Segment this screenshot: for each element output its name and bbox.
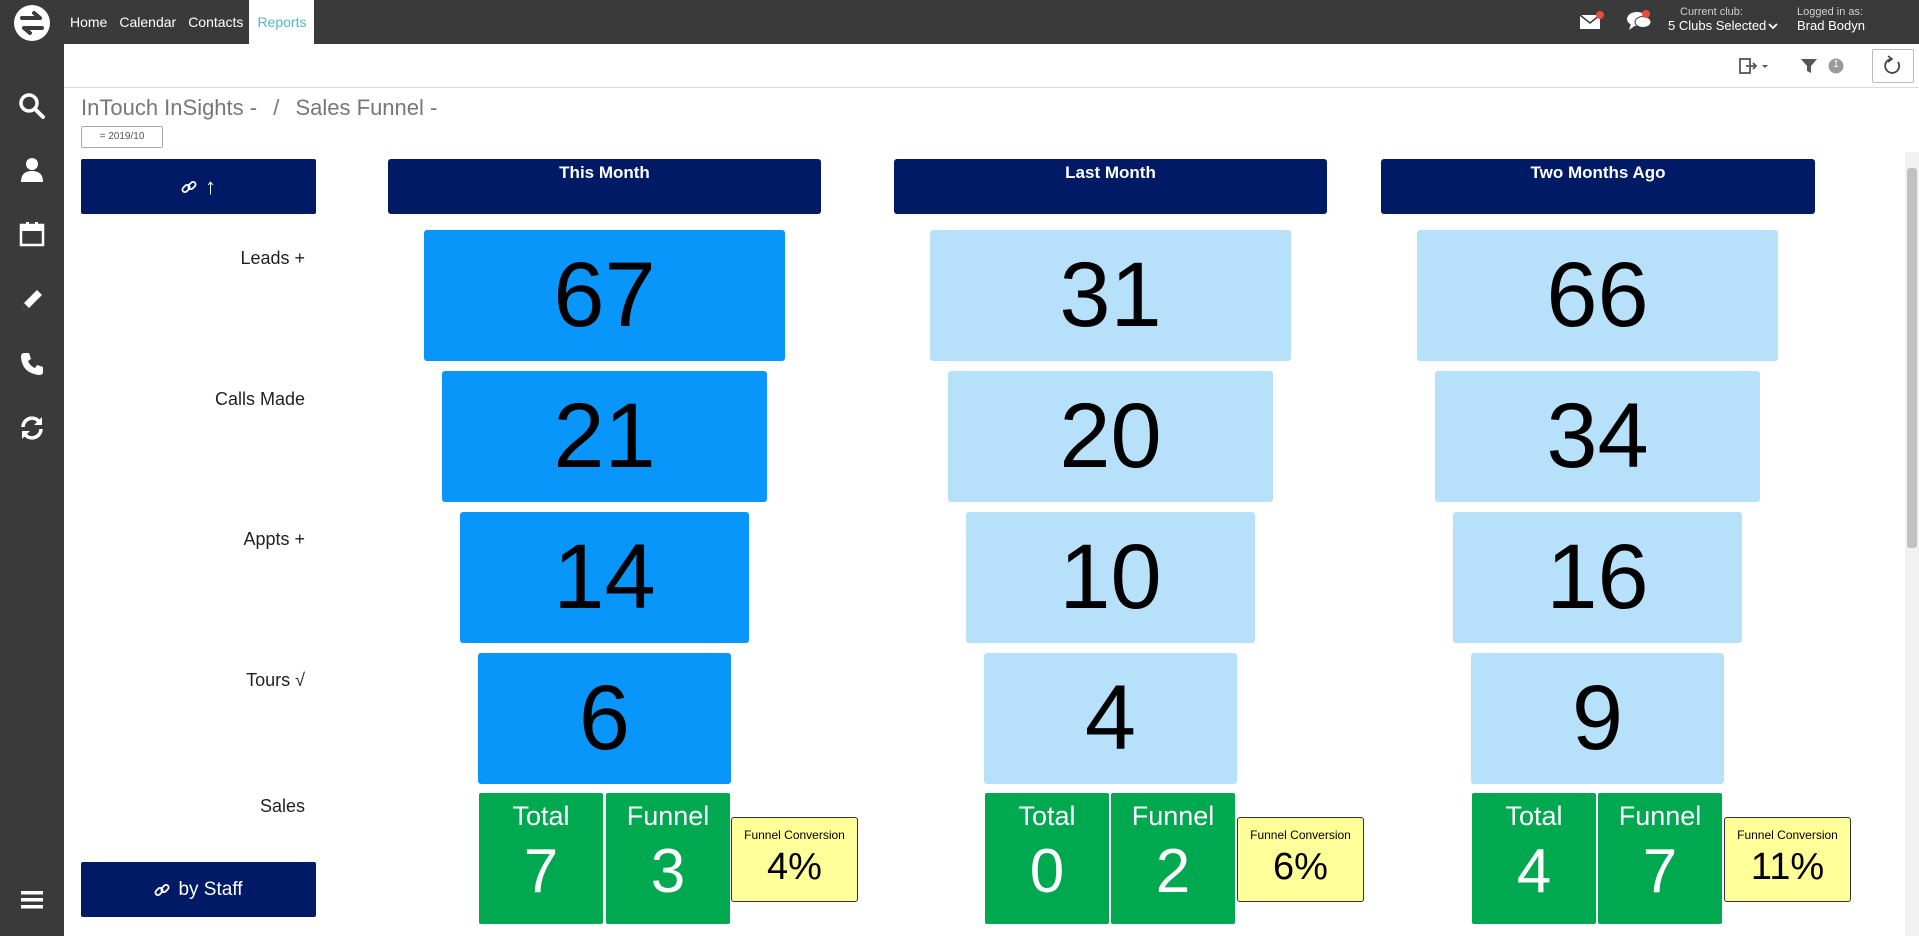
sales-funnel-label: Funnel — [1618, 801, 1702, 831]
breadcrumb-sales-funnel[interactable]: Sales Funnel - — [295, 95, 438, 120]
link-up-arrow: ↑ — [205, 173, 216, 199]
last-month-calls[interactable]: 20 — [948, 371, 1273, 502]
two-months-ago-appts[interactable]: 16 — [1453, 512, 1742, 643]
row-label-appts: Appts + — [243, 529, 305, 549]
this-month-calls[interactable]: 21 — [442, 371, 767, 502]
sales-total-value: 7 — [523, 837, 559, 906]
search-icon[interactable] — [18, 92, 46, 120]
chat-icon[interactable] — [1626, 8, 1654, 32]
menu-icon[interactable] — [18, 886, 46, 914]
nav-calendar[interactable]: Calendar — [119, 14, 177, 30]
refresh-button[interactable] — [1872, 49, 1914, 83]
breadcrumb: InTouch InSights - / Sales Funnel - — [81, 95, 437, 121]
conversion-label: Funnel Conversion — [1250, 828, 1351, 842]
sales-total-value: 4 — [1516, 837, 1552, 906]
row-label-sales: Sales — [259, 796, 305, 816]
pencil-icon[interactable] — [18, 286, 46, 314]
conversion-label: Funnel Conversion — [1737, 828, 1838, 842]
two-months-ago-sales-total[interactable]: Total 4 — [1472, 793, 1596, 924]
column-header-this-month[interactable]: This Month — [388, 159, 821, 214]
link-icon — [154, 883, 170, 896]
nav-contacts[interactable]: Contacts — [188, 14, 244, 30]
two-months-ago-leads[interactable]: 66 — [1417, 230, 1778, 361]
two-months-ago-funnel-conversion: Funnel Conversion 11% — [1724, 817, 1851, 902]
logged-in-user[interactable]: Logged in as: Brad Bodyn — [1797, 6, 1865, 33]
last-month-sales-total[interactable]: Total 0 — [985, 793, 1109, 924]
current-club-selector[interactable]: Current club: 5 Clubs Selected — [1668, 6, 1778, 33]
logged-in-label: Logged in as: — [1797, 6, 1864, 18]
sales-funnel-label: Funnel — [626, 801, 710, 831]
link-icon — [181, 180, 197, 193]
link-up-button[interactable]: ↑ — [81, 159, 316, 214]
breadcrumb-separator: / — [273, 95, 280, 120]
this-month-funnel-conversion: Funnel Conversion 4% — [731, 817, 858, 902]
logged-in-username: Brad Bodyn — [1797, 18, 1865, 33]
column-header-last-month[interactable]: Last Month — [894, 159, 1327, 214]
filter-button[interactable]: 1 — [1798, 56, 1850, 76]
conversion-label: Funnel Conversion — [744, 828, 845, 842]
top-bar: Home Calendar Contacts Reports Current c… — [0, 0, 1919, 44]
two-months-ago-calls[interactable]: 34 — [1435, 371, 1760, 502]
last-month-tours[interactable]: 4 — [984, 653, 1237, 784]
refresh-icon — [1884, 55, 1901, 74]
row-label-leads: Leads + — [240, 248, 305, 268]
nav-home[interactable]: Home — [70, 14, 108, 30]
this-month-sales-funnel[interactable]: Funnel 3 — [606, 793, 730, 924]
breadcrumb-insights[interactable]: InTouch InSights - — [81, 95, 258, 120]
last-month-appts[interactable]: 10 — [966, 512, 1255, 643]
two-months-ago-tours[interactable]: 9 — [1471, 653, 1724, 784]
current-club-label: Current club: — [1680, 6, 1743, 18]
mail-icon[interactable] — [1579, 10, 1605, 30]
this-month-tours[interactable]: 6 — [478, 653, 731, 784]
by-staff-label: by Staff — [178, 878, 243, 900]
chevron-down-icon — [1768, 23, 1778, 30]
export-icon[interactable] — [1738, 56, 1770, 76]
phone-icon[interactable] — [18, 350, 46, 378]
filter-icon — [1801, 58, 1844, 74]
sales-funnel-label: Funnel — [1131, 801, 1215, 831]
this-month-sales-total[interactable]: Total 7 — [479, 793, 603, 924]
sales-total-value: 0 — [1029, 837, 1065, 906]
this-month-appts[interactable]: 14 — [460, 512, 749, 643]
calendar-icon[interactable] — [18, 220, 46, 248]
sync-icon[interactable] — [18, 414, 46, 442]
report-toolbar: 1 — [64, 44, 1919, 88]
date-filter-chip[interactable]: = 2019/10 — [81, 126, 163, 148]
conversion-value: 4% — [767, 846, 822, 888]
current-club-value: 5 Clubs Selected — [1668, 18, 1767, 33]
app-logo-icon[interactable] — [12, 3, 52, 43]
sidebar — [0, 44, 64, 936]
this-month-leads[interactable]: 67 — [424, 230, 785, 361]
sales-funnel-value: 2 — [1155, 837, 1191, 906]
scrollbar-thumb[interactable] — [1907, 168, 1917, 548]
sales-funnel-value: 3 — [650, 837, 686, 906]
last-month-sales-funnel[interactable]: Funnel 2 — [1111, 793, 1235, 924]
conversion-value: 6% — [1273, 846, 1328, 888]
row-label-tours: Tours √ — [246, 670, 305, 690]
two-months-ago-sales-funnel[interactable]: Funnel 7 — [1598, 793, 1722, 924]
filter-count-badge: 1 — [1833, 59, 1839, 70]
sales-total-label: Total — [1018, 801, 1076, 831]
conversion-value: 11% — [1750, 846, 1825, 888]
row-label-calls: Calls Made — [214, 389, 305, 409]
user-icon[interactable] — [18, 156, 46, 184]
nav-reports[interactable]: Reports — [249, 0, 315, 44]
last-month-funnel-conversion: Funnel Conversion 6% — [1237, 817, 1364, 902]
last-month-leads[interactable]: 31 — [930, 230, 1291, 361]
column-header-two-months-ago[interactable]: Two Months Ago — [1381, 159, 1815, 214]
main-nav: Home Calendar Contacts Reports — [64, 0, 315, 44]
sales-total-label: Total — [512, 801, 570, 831]
sales-funnel-value: 7 — [1642, 837, 1678, 906]
sales-total-label: Total — [1505, 801, 1563, 831]
by-staff-button[interactable]: by Staff — [81, 862, 316, 917]
